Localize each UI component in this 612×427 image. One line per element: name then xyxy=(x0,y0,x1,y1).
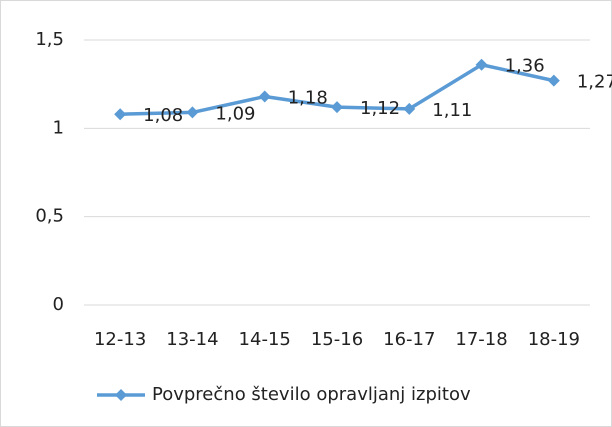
x-tick-label: 17-18 xyxy=(455,329,507,350)
x-tick-label: 12-13 xyxy=(94,329,146,350)
y-tick-label: 1 xyxy=(53,117,64,138)
x-tick-label: 14-15 xyxy=(239,329,291,350)
marker xyxy=(475,58,488,71)
data-label: 1,08 xyxy=(143,105,183,126)
legend-label: Povprečno število opravljanj izpitov xyxy=(152,384,471,405)
marker xyxy=(331,101,343,114)
marker xyxy=(186,106,199,119)
x-tick-label: 16-17 xyxy=(383,329,435,350)
x-tick-label: 18-19 xyxy=(528,329,580,350)
y-tick-label: 1,5 xyxy=(35,29,64,50)
data-label: 1,27 xyxy=(577,72,612,93)
marker xyxy=(258,90,271,103)
legend-marker xyxy=(115,389,127,401)
x-tick-label: 15-16 xyxy=(311,329,363,350)
data-label: 1,11 xyxy=(432,100,472,121)
y-tick-label: 0,5 xyxy=(35,206,64,227)
data-label: 1,12 xyxy=(360,98,400,119)
y-tick-label: 0 xyxy=(53,294,64,315)
data-label: 1,36 xyxy=(505,56,545,77)
marker xyxy=(403,102,416,115)
marker xyxy=(114,108,127,121)
marker xyxy=(547,74,560,87)
data-label: 1,09 xyxy=(215,103,255,124)
data-label: 1,18 xyxy=(288,88,328,109)
x-tick-label: 13-14 xyxy=(166,329,218,350)
